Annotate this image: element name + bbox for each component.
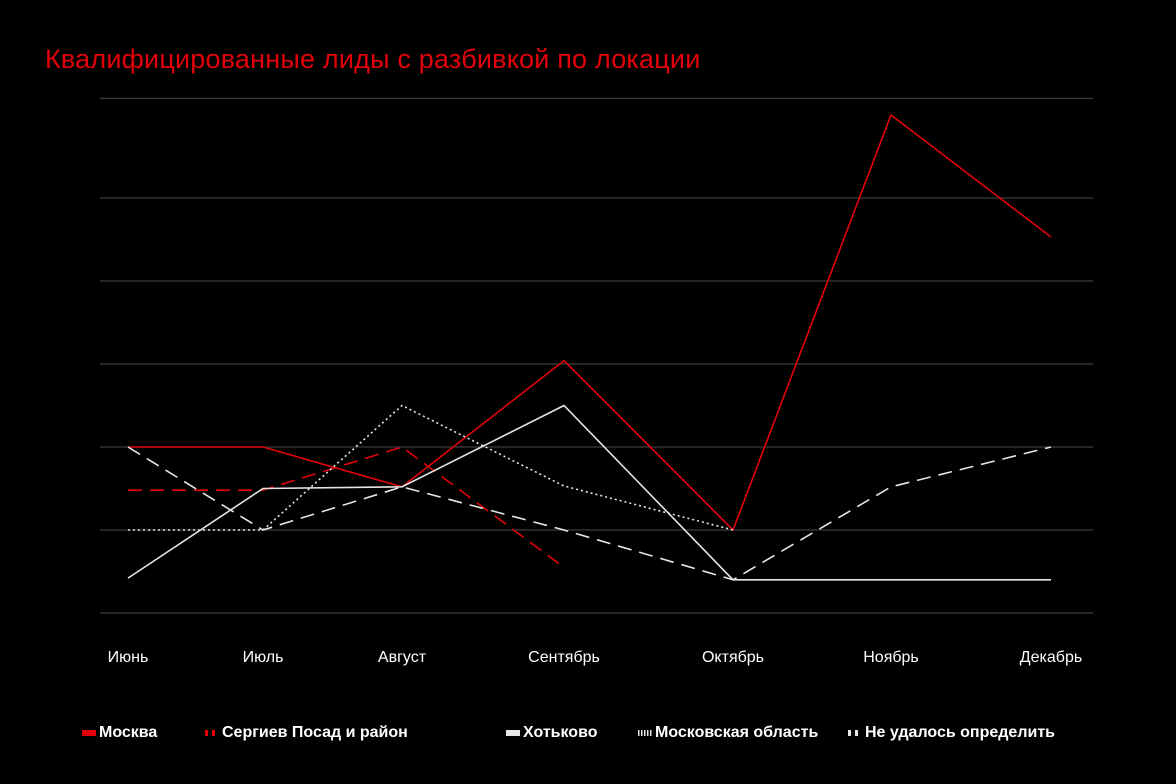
x-tick-label: Июль xyxy=(243,649,284,666)
legend-item: Сергиев Посад и район xyxy=(205,724,408,742)
legend-swatch xyxy=(506,730,520,736)
x-tick-label: Сентябрь xyxy=(528,649,600,666)
legend-swatch xyxy=(848,730,862,736)
legend-label: Москва xyxy=(99,724,158,741)
legend-swatch xyxy=(638,730,652,736)
legend-item: Хотьково xyxy=(506,724,597,742)
series-line-1 xyxy=(128,446,565,568)
legend-swatch xyxy=(205,730,219,736)
chart-legend: Москва Сергиев Посад и район Хотьково Моско… xyxy=(0,724,1176,744)
x-tick-label: Ноябрь xyxy=(863,649,919,666)
x-tick-label: Июнь xyxy=(108,649,149,666)
legend-label: Хотьково xyxy=(523,724,598,741)
chart-title: Квалифицированные лиды с разбивкой по ло… xyxy=(45,44,701,74)
legend-item: Москва xyxy=(82,724,157,742)
series-line-2 xyxy=(127,404,1051,581)
legend-swatch xyxy=(82,730,96,736)
x-tick-label: Август xyxy=(378,649,427,666)
x-tick-label: Декабрь xyxy=(1020,649,1082,666)
legend-item: Не удалось определить xyxy=(848,724,1055,742)
series-line-4 xyxy=(127,446,1052,581)
x-tick-label: Октябрь xyxy=(702,649,764,666)
legend-label: Не удалось определить xyxy=(865,724,1055,741)
legend-item: Московская область xyxy=(638,724,818,742)
legend-label: Московская область xyxy=(655,724,819,741)
series-line-0 xyxy=(128,113,1052,532)
legend-label: Сергиев Посад и район xyxy=(222,724,408,741)
